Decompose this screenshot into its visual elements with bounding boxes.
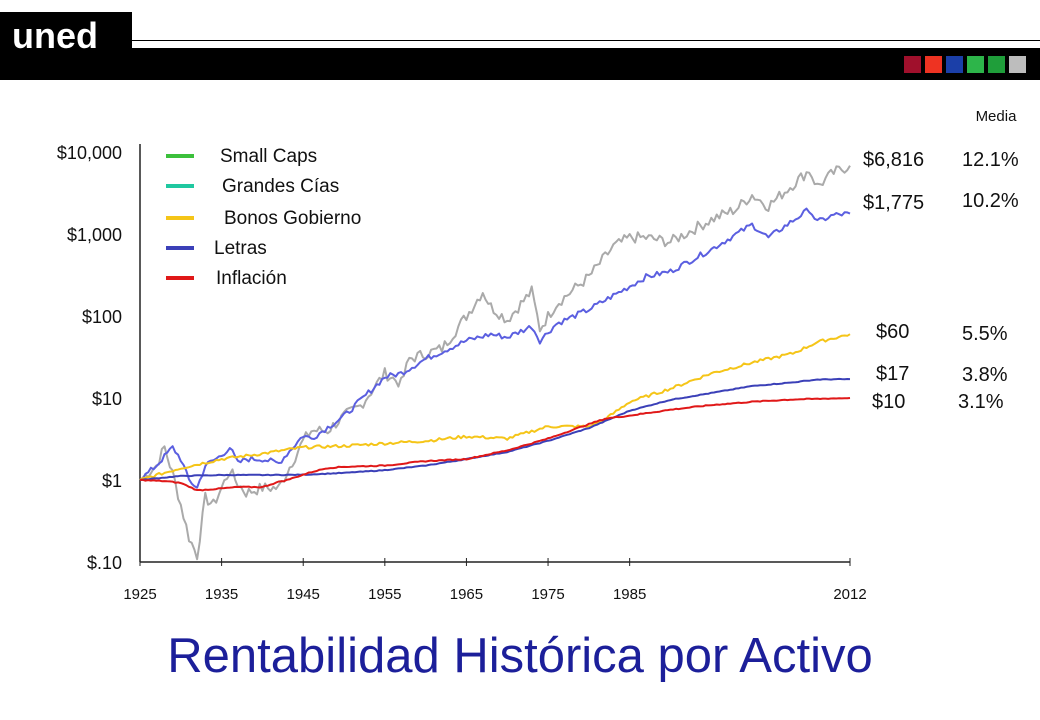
color-square-5: [1009, 56, 1026, 73]
end-value-label-0: $6,816: [863, 149, 924, 171]
mean-return-label-0: 12.1%: [962, 149, 1019, 171]
slide-title: Rentabilidad Histórica por Activo: [167, 629, 873, 683]
legend-swatch-1: [166, 184, 194, 188]
color-square-3: [967, 56, 984, 73]
x-tick-label-7: 2012: [833, 586, 866, 603]
uned-logo: uned: [0, 12, 132, 60]
legend-label-4: Inflación: [216, 268, 287, 289]
legend-label-0: Small Caps: [220, 146, 317, 167]
series-line-4: [139, 397, 851, 492]
series-line-0: [139, 165, 851, 561]
end-value-label-2: $60: [876, 321, 909, 343]
x-tick-label-2: 1945: [287, 586, 320, 603]
y-tick-label-5: $10,000: [57, 143, 122, 163]
legend-swatch-0: [166, 154, 194, 158]
color-square-1: [925, 56, 942, 73]
color-squares: [904, 56, 1026, 73]
header-rule: [132, 40, 1040, 41]
mean-return-label-4: 3.1%: [958, 391, 1004, 413]
y-tick-label-3: $100: [82, 307, 122, 327]
series-line-3: [139, 377, 851, 481]
returns-chart: $.10 $1 $10 $100 $1,000 $10,000 1925 1935 1945 19…: [57, 108, 1019, 603]
media-header: Media: [976, 108, 1018, 125]
x-tick-label-1: 1935: [205, 586, 238, 603]
mean-return-label-3: 3.8%: [962, 364, 1008, 386]
x-tick-label-6: 1985: [613, 586, 646, 603]
series-line-2: [139, 333, 851, 481]
legend-label-3: Letras: [214, 238, 267, 259]
y-tick-label-2: $10: [92, 389, 122, 409]
x-tick-label-4: 1965: [450, 586, 483, 603]
end-value-label-1: $1,775: [863, 192, 924, 214]
x-tick-label-0: 1925: [123, 586, 156, 603]
mean-return-label-2: 5.5%: [962, 323, 1008, 345]
color-square-4: [988, 56, 1005, 73]
y-tick-label-4: $1,000: [67, 225, 122, 245]
y-tick-label-0: $.10: [87, 553, 122, 573]
end-value-label-3: $17: [876, 363, 909, 385]
legend-swatch-3: [166, 246, 194, 250]
mean-return-label-1: 10.2%: [962, 190, 1019, 212]
color-square-0: [904, 56, 921, 73]
y-tick-label-1: $1: [102, 471, 122, 491]
x-tick-label-5: 1975: [531, 586, 564, 603]
legend-label-1: Grandes Cías: [222, 176, 339, 197]
legend-swatch-4: [166, 276, 194, 280]
uned-logo-lettering: uned: [12, 16, 98, 56]
end-value-label-4: $10: [872, 391, 905, 413]
legend-swatch-2: [166, 216, 194, 220]
header-bar: [0, 48, 1040, 80]
x-tick-label-3: 1955: [368, 586, 401, 603]
color-square-2: [946, 56, 963, 73]
legend-label-2: Bonos Gobierno: [224, 208, 361, 229]
uned-logo-mark: uned: [12, 16, 98, 56]
series-line-1: [139, 207, 851, 489]
